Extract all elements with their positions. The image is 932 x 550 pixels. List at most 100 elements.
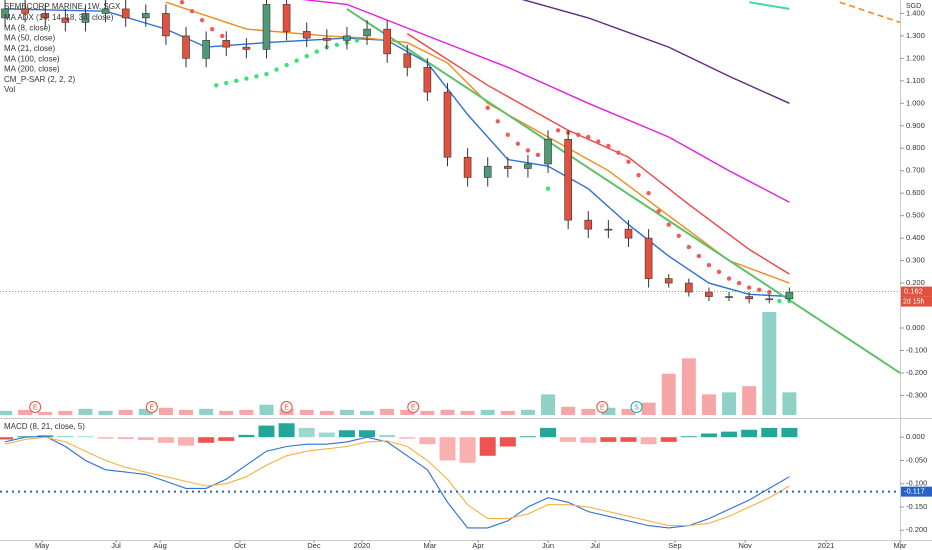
volume-bar [561, 406, 576, 415]
y-tick-label: -0.100 [906, 345, 927, 354]
sar-dot [254, 74, 259, 79]
histogram-bar [459, 437, 476, 463]
event-marker-label: E [600, 404, 605, 411]
sar-dot [726, 276, 732, 281]
candle-body [564, 138, 572, 221]
y-tick-label: 1.100 [906, 76, 925, 85]
histogram-bar [519, 436, 536, 438]
volume-bar [601, 407, 616, 415]
sar-dot [706, 262, 712, 268]
histogram-bar [479, 437, 496, 456]
x-tick-label: Jun [542, 541, 554, 550]
sar-dot [777, 298, 782, 304]
x-tick-label: Dec [307, 541, 321, 550]
volume-bar [179, 409, 194, 415]
legend-entry: MA (21, close) [4, 44, 55, 53]
volume-bar [360, 410, 375, 415]
y-tick-label: 0.300 [906, 256, 925, 265]
countdown-label: 2d 15h [903, 298, 925, 305]
histogram-bar [0, 437, 14, 440]
sar-dot [716, 269, 722, 275]
x-tick-label: Nov [738, 541, 752, 550]
histogram-bar [399, 437, 416, 439]
candle-body [504, 165, 512, 169]
y-tick-label: 1.000 [906, 98, 925, 107]
candle-body [463, 156, 472, 178]
event-marker [29, 401, 42, 413]
moving-average [749, 1, 790, 10]
sar-dot [606, 143, 611, 149]
volume-bar [440, 409, 455, 415]
candle-body [142, 13, 150, 19]
candle-body [403, 53, 412, 68]
histogram-bar [419, 437, 436, 445]
volume-bar [701, 394, 716, 415]
countdown-tag [901, 296, 932, 307]
volume-bar [722, 392, 737, 415]
candle-body [423, 67, 432, 93]
y-tick-label: 0.500 [906, 211, 925, 220]
candle-body [544, 138, 552, 165]
moving-average [301, 0, 790, 203]
sar-dot [515, 141, 521, 146]
histogram-bar [660, 437, 677, 442]
x-tick-label: Mar [424, 541, 437, 550]
sar-dot [656, 208, 661, 214]
y-tick-label: 0.000 [906, 323, 925, 332]
x-tick-label: Aug [153, 541, 166, 550]
sar-dot [244, 76, 249, 81]
event-marker [596, 401, 609, 413]
histogram-bar [198, 437, 215, 443]
histogram-bar [640, 437, 657, 445]
candle-body [664, 278, 673, 284]
histogram-bar [680, 436, 697, 438]
x-tick-label: Apr [472, 541, 484, 550]
histogram-bar [338, 430, 355, 438]
volume-bar [480, 409, 495, 415]
volume-bar [138, 408, 153, 415]
x-tick-label: Sep [668, 541, 681, 550]
sar-dot [214, 83, 219, 88]
volume-bar [460, 410, 475, 415]
y-tick-label: 0.600 [906, 188, 925, 197]
volume-bar [500, 410, 515, 415]
volume-bar [661, 373, 676, 415]
candle-body [383, 28, 391, 55]
event-marker [407, 401, 420, 413]
y-tick-label: -0.200 [906, 368, 927, 377]
candle-body [162, 13, 170, 37]
x-tick-label: 2021 [818, 541, 835, 550]
sar-dot [209, 26, 215, 32]
volume-bar [58, 410, 73, 415]
event-marker [280, 401, 293, 413]
candle-body [745, 296, 753, 300]
level-tag-label: -0.117 [904, 487, 925, 496]
sar-dot [294, 58, 299, 63]
candle-body [725, 296, 733, 298]
histogram-bar [278, 423, 295, 438]
sar-dot [220, 33, 225, 39]
volume-bar [78, 408, 93, 415]
histogram-bar [721, 431, 738, 438]
x-tick-label: 2020 [354, 541, 371, 550]
sar-dot [767, 289, 772, 295]
histogram-bar [741, 429, 758, 438]
volume-bar [18, 409, 33, 415]
candle-body [483, 165, 492, 178]
x-tick-label: Mar [894, 541, 907, 550]
histogram-bar [359, 430, 376, 438]
y-tick-label: -0.150 [906, 502, 927, 511]
sar-dot [354, 38, 360, 43]
volume-bar [239, 409, 254, 415]
y-tick-label: 0.700 [906, 166, 925, 175]
histogram-bar [761, 427, 778, 438]
histogram-bar [298, 427, 315, 438]
y-tick-label: -0.050 [906, 455, 927, 464]
sar-dot [505, 132, 511, 137]
y-tick-label: -0.100 [906, 479, 927, 488]
volume-bar [762, 312, 777, 415]
event-marker-label: E [284, 404, 289, 411]
candle-body [524, 163, 532, 169]
